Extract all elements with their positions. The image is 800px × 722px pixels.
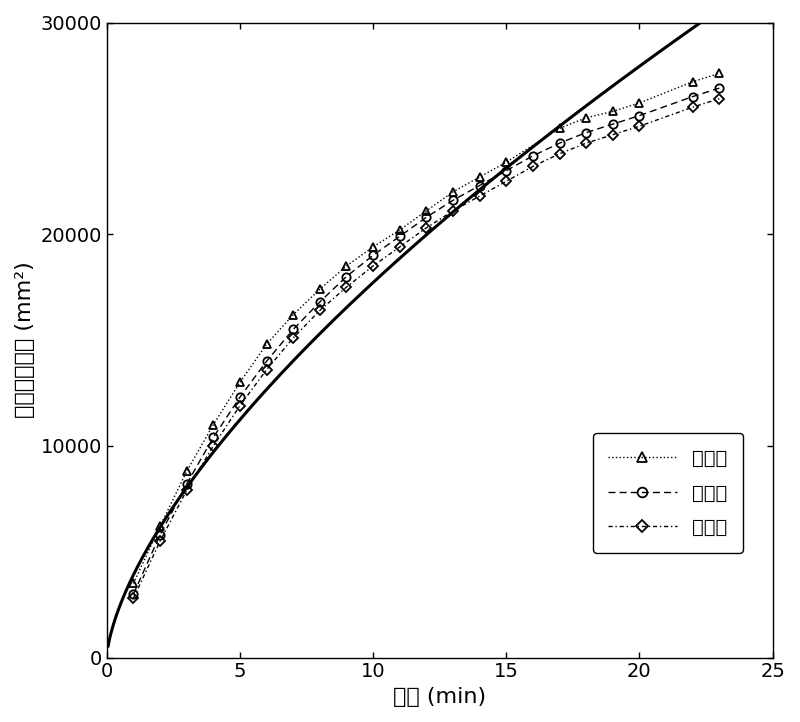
Y-axis label: 地表湿润面积 (mm²): 地表湿润面积 (mm²) [15, 261, 35, 419]
X-axis label: 时间 (min): 时间 (min) [393, 687, 486, 707]
Legend: 重复一, 重复二, 重复三: 重复一, 重复二, 重复三 [593, 433, 743, 552]
